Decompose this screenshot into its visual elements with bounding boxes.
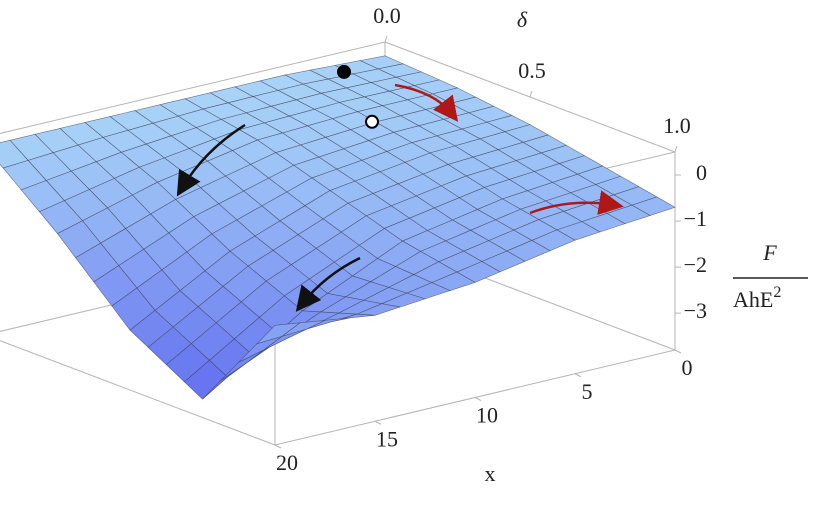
z-tick-label: 0 [696,160,707,185]
x-tick-label: 5 [582,379,593,404]
z-label-denominator: AhE2 [733,284,781,312]
box-edge [0,340,276,446]
point [337,64,351,79]
mesh-cell [255,322,302,345]
y-tick-label: 1.0 [663,113,691,138]
arrow [394,83,459,122]
surface-patch [229,190,404,312]
y-tick [384,35,388,43]
x-tick-label: 10 [476,403,498,428]
y-tick [529,90,533,98]
surface-patch [256,111,431,191]
x-tick [274,444,282,449]
x-tick-label: 15 [376,426,398,451]
y-tick [674,145,678,153]
surface-patch [57,181,231,331]
surface-patch [301,240,476,316]
surface-patch [129,250,303,400]
arrow [295,256,361,312]
z-label-exponent: 2 [773,284,781,301]
y-axis-label: δ [517,7,528,32]
box-edge [0,41,386,134]
z-tick-label: −2 [684,252,707,277]
arrow [176,123,246,197]
z-tick-label: −3 [684,298,707,323]
z-label-numerator: F [762,240,777,265]
x-tick [674,349,682,354]
y-tick-label: 0.0 [373,3,401,28]
z-label-base: AhE [733,287,773,312]
x-axis-label: x [485,461,496,486]
x-tick [474,397,482,401]
x-tick-label: 0 [682,355,693,380]
z-axis-label: F AhE2 [733,240,808,312]
x-tick [374,420,382,425]
arrow [529,190,624,215]
z-tick-label: −1 [684,206,707,231]
surface [0,55,676,400]
point [365,114,379,129]
surface-patch [329,152,504,242]
y-tick-label: 0.5 [518,58,546,83]
surface-patch [401,198,576,283]
x-tick [574,373,582,378]
surface-patch [202,310,376,400]
arrows [176,83,624,312]
x-tick-label: 20 [276,450,298,475]
